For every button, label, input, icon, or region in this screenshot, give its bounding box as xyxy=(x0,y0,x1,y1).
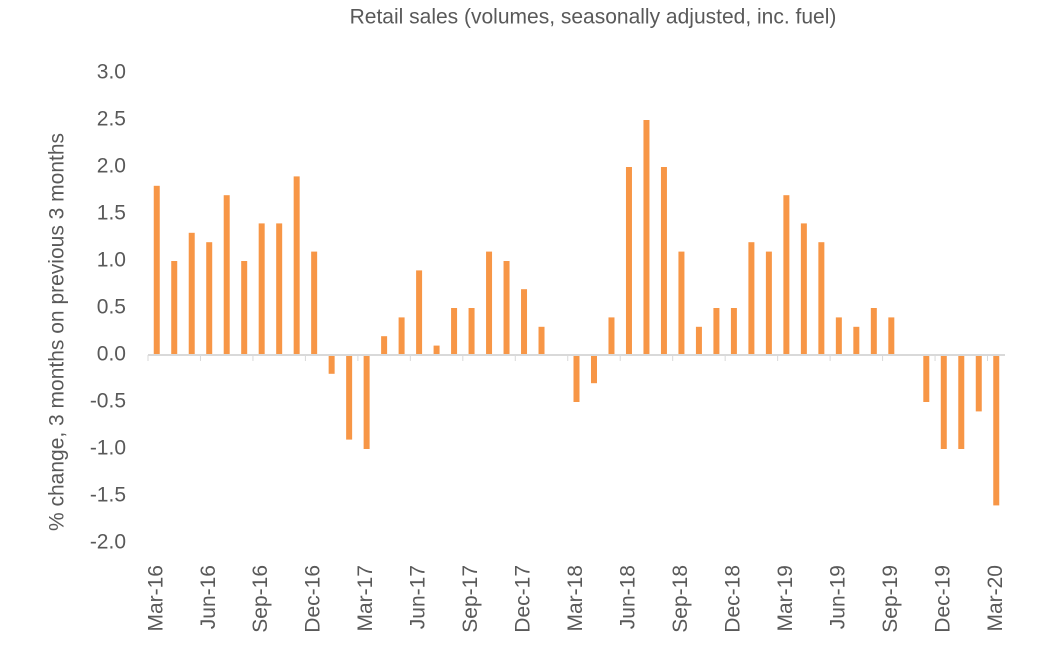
bar xyxy=(853,326,860,355)
bar xyxy=(328,355,335,374)
x-tick-label: Mar-17 xyxy=(354,565,377,632)
bar xyxy=(730,308,737,355)
bar xyxy=(713,308,720,355)
bar xyxy=(940,355,947,449)
bar xyxy=(538,326,545,355)
y-tick-label: 2.5 xyxy=(97,108,126,131)
y-tick-label: 1.5 xyxy=(97,202,126,225)
bar xyxy=(993,355,1000,506)
y-tick-label: -2.0 xyxy=(90,531,126,554)
bar xyxy=(748,242,755,355)
bar xyxy=(486,251,493,355)
bar xyxy=(695,326,702,355)
bar xyxy=(590,355,597,384)
y-tick-label: -1.5 xyxy=(90,484,126,507)
x-tick-label: Sep-19 xyxy=(879,565,902,633)
bar xyxy=(433,345,440,355)
bar xyxy=(241,261,248,355)
x-tick-label: Sep-18 xyxy=(669,565,692,633)
y-tick-label: -1.0 xyxy=(90,437,126,460)
bar xyxy=(171,261,178,355)
y-tick-label: 1.0 xyxy=(97,249,126,272)
bar xyxy=(381,336,388,355)
x-tick-label: Sep-17 xyxy=(459,565,482,633)
bar xyxy=(451,308,458,355)
y-axis-label: % change, 3 months on previous 3 months xyxy=(46,133,69,531)
bar xyxy=(818,242,825,355)
bar xyxy=(888,317,895,355)
x-tick-label: Mar-19 xyxy=(774,565,797,632)
bar xyxy=(765,251,772,355)
x-tick-label: Jun-18 xyxy=(617,565,640,629)
bar xyxy=(223,195,230,355)
x-tick-label: Jun-16 xyxy=(197,565,220,629)
bar xyxy=(153,185,160,355)
bar xyxy=(363,355,370,449)
x-tick-label: Jun-19 xyxy=(826,565,849,629)
y-tick-label: 2.0 xyxy=(97,155,126,178)
bar xyxy=(188,232,195,355)
bar xyxy=(678,251,685,355)
bar xyxy=(783,195,790,355)
x-tick-label: Sep-16 xyxy=(249,565,272,633)
bar xyxy=(975,355,982,412)
bar xyxy=(870,308,877,355)
y-tick-label: -0.5 xyxy=(90,390,126,413)
bar xyxy=(521,289,528,355)
bar xyxy=(643,120,650,355)
bar xyxy=(573,355,580,402)
x-tick-label: Jun-17 xyxy=(407,565,430,629)
bar xyxy=(398,317,405,355)
bar xyxy=(608,317,615,355)
bar xyxy=(468,308,475,355)
y-tick-label: 0.0 xyxy=(97,343,126,366)
bar xyxy=(660,167,667,355)
bar xyxy=(276,223,283,355)
bar xyxy=(293,176,300,355)
bar xyxy=(835,317,842,355)
x-tick-label: Dec-18 xyxy=(721,565,744,633)
bar xyxy=(503,261,510,355)
bar xyxy=(206,242,213,355)
bar xyxy=(923,355,930,402)
y-tick-label: 3.0 xyxy=(97,61,126,84)
bar xyxy=(800,223,807,355)
bar xyxy=(958,355,965,449)
x-tick-label: Mar-18 xyxy=(564,565,587,632)
bar xyxy=(416,270,423,355)
chart-title: Retail sales (volumes, seasonally adjust… xyxy=(350,6,837,29)
x-tick-label: Mar-16 xyxy=(144,565,167,632)
bar xyxy=(258,223,265,355)
x-tick-label: Dec-19 xyxy=(931,565,954,633)
bar xyxy=(346,355,353,440)
x-tick-label: Dec-16 xyxy=(302,565,325,633)
x-tick-label: Dec-17 xyxy=(512,565,535,633)
x-tick-label: Mar-20 xyxy=(984,565,1007,632)
y-tick-label: 0.5 xyxy=(97,296,126,319)
bar xyxy=(625,167,632,355)
bar xyxy=(311,251,318,355)
